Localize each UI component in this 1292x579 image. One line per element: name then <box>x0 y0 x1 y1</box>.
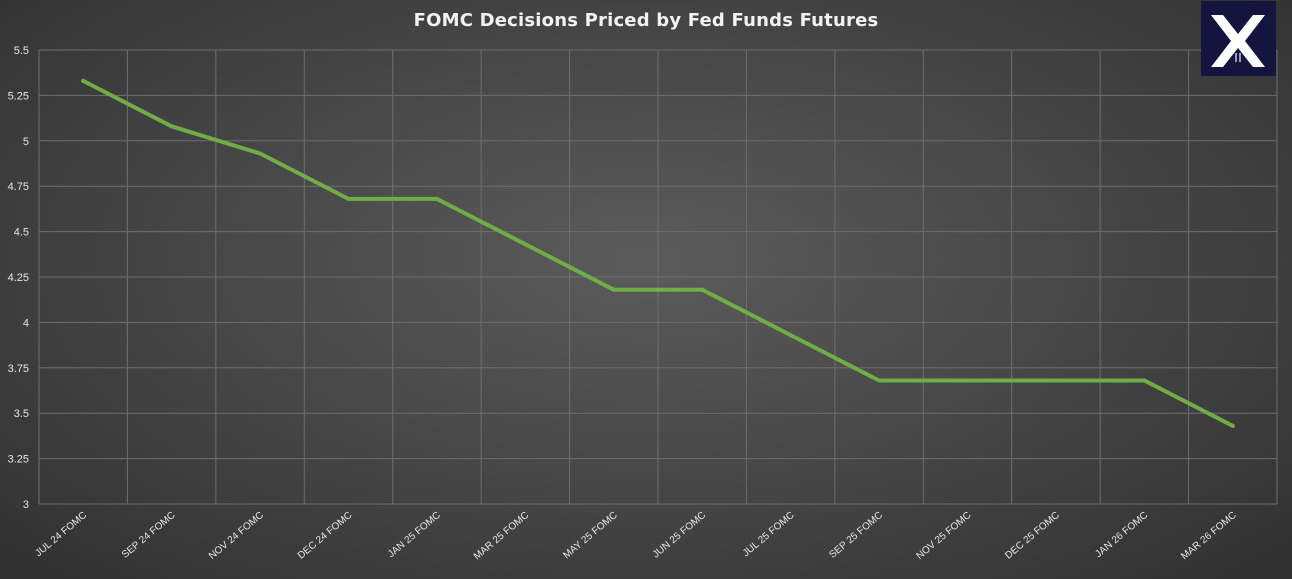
x-tick-label: NOV 25 FOMC <box>914 510 973 562</box>
chart-title: FOMC Decisions Priced by Fed Funds Futur… <box>413 10 879 31</box>
x-tick-label: JUL 25 FOMC <box>741 510 797 559</box>
x-tick-label: NOV 24 FOMC <box>207 510 266 562</box>
x-axis-ticks: JUL 24 FOMC SEP 24 FOMC NOV 24 FOMC DEC 24 … <box>33 510 1238 562</box>
data-point <box>1053 378 1058 383</box>
series-lines <box>81 78 1235 428</box>
x-tick-label: JUL 24 FOMC <box>33 510 89 559</box>
y-tick-label: 3.75 <box>8 363 29 375</box>
data-point <box>1142 378 1147 383</box>
y-tick-label: 3.25 <box>8 454 29 466</box>
data-point <box>169 124 174 129</box>
y-tick-label: 4.75 <box>8 181 29 193</box>
y-tick-label: 5.25 <box>8 90 29 102</box>
x-tick-label: JAN 26 FOMC <box>1093 510 1150 560</box>
data-point <box>258 151 263 156</box>
x-tick-label: JAN 25 FOMC <box>386 510 443 560</box>
data-point <box>346 196 351 201</box>
data-point <box>700 287 705 292</box>
x-tick-label: MAY 25 FOMC <box>561 510 619 561</box>
grid-lines <box>38 49 1278 505</box>
data-point <box>1230 423 1235 428</box>
logo-mark-icon <box>1211 15 1265 67</box>
x-tick-label: DEC 24 FOMC <box>296 510 355 562</box>
logo-icon <box>1201 1 1276 76</box>
data-point <box>965 378 970 383</box>
x-tick-label: SEP 24 FOMC <box>120 510 178 561</box>
y-tick-label: 5 <box>23 136 29 148</box>
y-tick-label: 4 <box>23 317 29 329</box>
x-tick-label: JUN 25 FOMC <box>651 510 708 561</box>
y-tick-label: 3 <box>23 499 29 511</box>
series-line <box>81 78 1235 428</box>
data-point <box>523 242 528 247</box>
x-tick-label: MAR 25 FOMC <box>472 510 531 562</box>
x-tick-label: MAR 26 FOMC <box>1179 510 1238 562</box>
y-tick-label: 5.5 <box>14 45 29 57</box>
data-point <box>81 78 86 83</box>
data-point <box>611 287 616 292</box>
y-axis-ticks: 5.5 5.25 5 4.75 4.5 4.25 4 3.75 3.5 3.25 3 <box>8 45 29 511</box>
y-tick-label: 4.5 <box>14 227 29 239</box>
y-tick-label: 3.5 <box>14 408 29 420</box>
y-tick-label: 4.25 <box>8 272 29 284</box>
data-point <box>877 378 882 383</box>
data-point <box>434 196 439 201</box>
x-tick-label: SEP 25 FOMC <box>827 510 885 561</box>
x-tick-label: DEC 25 FOMC <box>1003 510 1062 562</box>
data-point <box>788 333 793 338</box>
